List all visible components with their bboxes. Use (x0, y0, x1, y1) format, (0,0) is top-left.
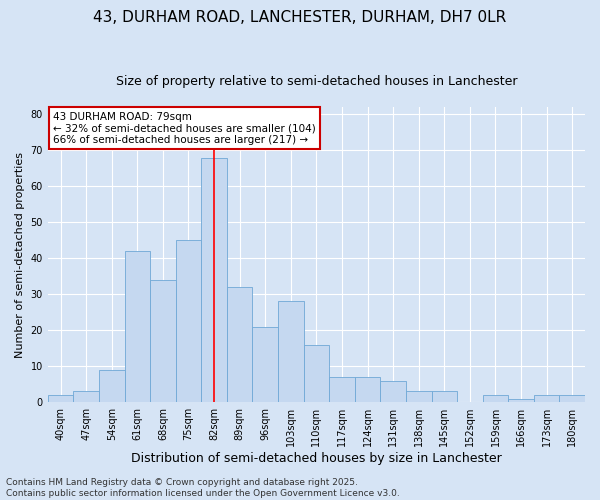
Title: Size of property relative to semi-detached houses in Lanchester: Size of property relative to semi-detach… (116, 75, 517, 88)
Bar (559, 395, 585, 402)
Text: 43 DURHAM ROAD: 79sqm
← 32% of semi-detached houses are smaller (104)
66% of sem: 43 DURHAM ROAD: 79sqm ← 32% of semi-deta… (53, 112, 316, 145)
Y-axis label: Number of semi-detached properties: Number of semi-detached properties (15, 152, 25, 358)
Bar (73, 392, 99, 402)
Bar (278, 302, 304, 402)
Bar (304, 344, 329, 402)
Bar (150, 280, 176, 402)
Bar (431, 392, 457, 402)
Bar (201, 158, 227, 402)
Bar (227, 287, 253, 402)
Text: 43, DURHAM ROAD, LANCHESTER, DURHAM, DH7 0LR: 43, DURHAM ROAD, LANCHESTER, DURHAM, DH7… (94, 10, 506, 25)
Text: Contains HM Land Registry data © Crown copyright and database right 2025.
Contai: Contains HM Land Registry data © Crown c… (6, 478, 400, 498)
Bar (380, 380, 406, 402)
Bar (176, 240, 201, 402)
Bar (99, 370, 125, 402)
Bar (253, 326, 278, 402)
Bar (534, 395, 559, 402)
Bar (329, 377, 355, 402)
Bar (482, 395, 508, 402)
Bar (355, 377, 380, 402)
Bar (406, 392, 431, 402)
Bar (48, 395, 73, 402)
X-axis label: Distribution of semi-detached houses by size in Lanchester: Distribution of semi-detached houses by … (131, 452, 502, 465)
Bar (508, 398, 534, 402)
Bar (125, 251, 150, 402)
